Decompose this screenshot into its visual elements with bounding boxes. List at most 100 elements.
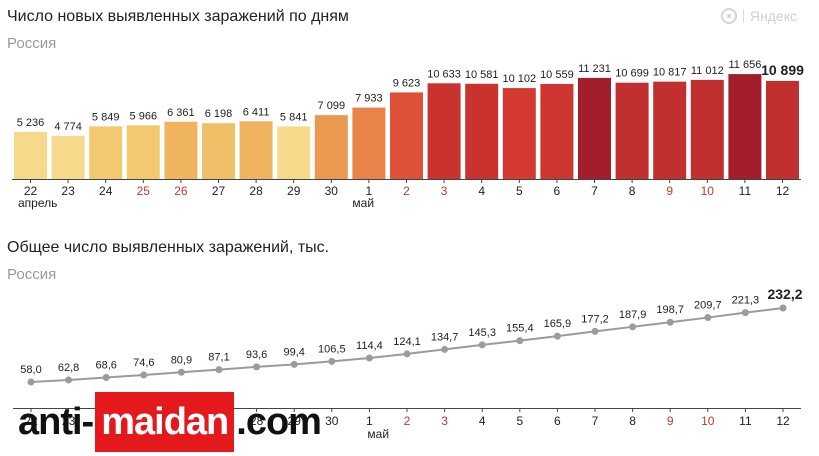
bar-value-label-4: 6 361 [167, 107, 195, 119]
bar-category-label-20: 12 [776, 184, 790, 198]
bar-value-label-15: 11 231 [578, 63, 611, 75]
watermark-box: maidan [95, 392, 235, 452]
bar-category-label-13: 5 [516, 184, 523, 198]
bar-value-label-9: 7 933 [355, 93, 383, 105]
line-value-label-4: 80,9 [171, 354, 192, 366]
yandex-logo-text: Яндекс [749, 8, 797, 24]
bar-12 [465, 83, 499, 179]
line-category-label-15: 7 [592, 414, 599, 428]
line-point-19 [741, 309, 749, 317]
bar-9 [352, 107, 386, 179]
line-value-label-1: 62,8 [58, 362, 79, 374]
line-point-16 [629, 323, 637, 331]
line-category-label-9: 1 [366, 414, 373, 428]
bar-18 [690, 79, 724, 179]
line-point-13 [516, 337, 524, 345]
line-point-4 [177, 368, 185, 376]
bar-value-label-3: 5 966 [130, 110, 158, 122]
bar-category-label-14: 6 [554, 184, 561, 198]
line-category-label-7: 29 [288, 414, 302, 428]
line-category-label-20: 12 [776, 414, 790, 428]
line-point-17 [666, 318, 674, 326]
bar-20 [766, 80, 799, 179]
line-value-label-14: 165,9 [544, 318, 572, 330]
line-value-label-15: 177,2 [581, 313, 609, 325]
bar-14 [540, 83, 574, 179]
bar-value-label-7: 5 841 [280, 111, 308, 123]
line-value-label-16: 187,9 [619, 309, 647, 321]
line-category-label-14: 6 [554, 414, 561, 428]
bar-17 [653, 81, 687, 179]
line-value-label-6: 93,6 [246, 349, 267, 361]
line-value-label-10: 124,1 [393, 336, 421, 348]
bar-value-label-19: 11 656 [728, 59, 761, 71]
logo-separator [742, 9, 744, 23]
bar-category-label-1: 23 [61, 184, 75, 198]
bar-11 [427, 83, 461, 179]
line-category-label-19: 11 [739, 414, 752, 428]
line-value-label-8: 106,5 [318, 343, 346, 355]
bar-value-label-2: 5 849 [92, 111, 120, 123]
line-value-label-2: 68,6 [95, 359, 116, 371]
line-point-20 [779, 304, 787, 312]
yandex-logo: Яндекс [720, 8, 797, 24]
line-value-label-12: 145,3 [468, 327, 496, 339]
line-chart-subtitle: Россия [7, 266, 57, 283]
line-category-label-10: 2 [404, 414, 411, 428]
bar-1 [51, 136, 85, 179]
bar-5 [202, 123, 235, 179]
bar-chart-title: Число новых выявленных заражений по дням [7, 8, 349, 25]
watermark: anti- maidan .com [18, 392, 322, 452]
bar-2 [89, 126, 123, 179]
line-month-label-0: май [367, 427, 389, 441]
bar-category-label-15: 7 [591, 184, 598, 198]
line-point-8 [328, 357, 336, 365]
bar-category-label-5: 27 [212, 184, 226, 198]
bar-category-label-16: 8 [629, 184, 636, 198]
yandex-logo-icon [720, 8, 737, 24]
line-value-label-17: 198,7 [656, 304, 684, 316]
line-category-label-18: 10 [701, 414, 715, 428]
bar-7 [277, 126, 311, 179]
bar-4 [164, 121, 198, 179]
bar-category-label-11: 3 [441, 184, 448, 198]
line-value-label-11: 134,7 [431, 331, 459, 343]
line-point-15 [591, 327, 599, 335]
line-value-label-18: 209,7 [694, 300, 722, 312]
bar-category-label-10: 2 [403, 184, 410, 198]
line-value-label-0: 58,0 [20, 364, 41, 376]
line-point-9 [365, 354, 373, 362]
bar-value-label-6: 6 411 [243, 106, 270, 118]
bar-value-label-18: 11 012 [691, 65, 724, 77]
bar-value-label-10: 9 623 [393, 77, 421, 89]
bar-8 [314, 115, 348, 179]
bar-value-label-17: 10 817 [653, 67, 687, 79]
bar-category-label-17: 9 [666, 184, 673, 198]
bar-category-label-19: 11 [739, 184, 752, 198]
line-point-1 [65, 376, 73, 384]
line-value-label-5: 87,1 [208, 352, 229, 364]
bar-3 [126, 125, 160, 179]
line-point-2 [102, 373, 110, 381]
line-point-5 [215, 366, 223, 374]
bar-category-label-18: 10 [701, 184, 715, 198]
line-category-label-0: 22 [24, 414, 38, 428]
bar-value-label-12: 10 581 [465, 69, 499, 81]
line-category-label-12: 4 [479, 414, 486, 428]
line-category-label-16: 8 [629, 414, 636, 428]
bar-15 [578, 77, 611, 179]
line-point-7 [290, 360, 298, 368]
line-point-14 [553, 332, 561, 340]
bar-value-label-20: 10 899 [761, 62, 804, 78]
watermark-right: .com [236, 400, 322, 443]
bar-value-label-13: 10 102 [502, 73, 536, 85]
bar-category-label-2: 24 [99, 184, 113, 198]
line-value-label-20: 232,2 [767, 286, 802, 302]
line-point-10 [403, 350, 411, 358]
line-category-label-1: 23 [62, 414, 76, 428]
line-category-label-8: 30 [325, 414, 339, 428]
bar-month-label-0: апрель [18, 196, 57, 210]
line-category-label-11: 3 [441, 414, 448, 428]
bar-0 [14, 131, 47, 179]
